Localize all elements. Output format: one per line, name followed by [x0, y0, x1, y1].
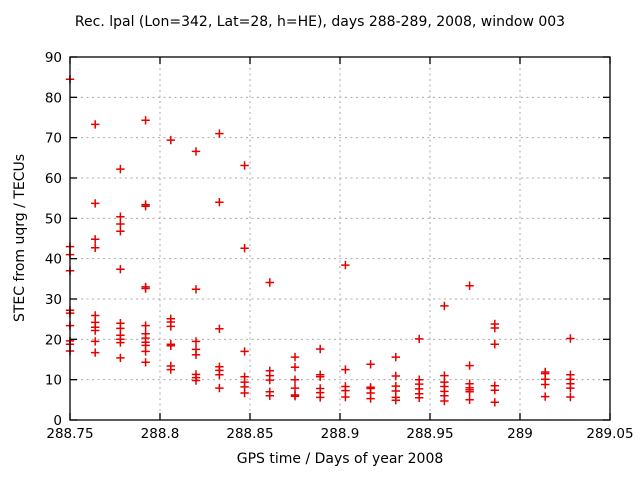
x-tick-label: 289	[507, 426, 533, 442]
x-tick-label: 288.95	[406, 426, 453, 442]
y-tick-label: 50	[45, 211, 62, 227]
y-tick-label: 80	[45, 90, 62, 106]
chart-title: Rec. lpal (Lon=342, Lat=28, h=HE), days …	[74, 14, 566, 30]
axis-ticks	[69, 56, 611, 421]
y-tick-label: 0	[53, 413, 62, 429]
y-tick-label: 60	[45, 171, 62, 187]
y-tick-label: 10	[45, 373, 62, 389]
x-tick-label: 288.9	[321, 426, 360, 442]
x-tick-label: 288.85	[226, 426, 273, 442]
x-tick-label: 288.75	[46, 426, 93, 442]
y-tick-label: 30	[45, 292, 62, 308]
x-tick-label: 288.8	[141, 426, 180, 442]
y-tick-label: 70	[45, 131, 62, 147]
y-tick-label: 20	[45, 332, 62, 348]
tick-labels: 288.75 288.8 288.85 288.9 288.95 289 289.05 0 10…	[45, 50, 634, 442]
y-tick-label: 40	[45, 252, 62, 268]
data-points	[65, 75, 575, 407]
grid-lines	[70, 57, 610, 420]
x-tick-label: 289.05	[586, 426, 633, 442]
x-axis-label: GPS time / Days of year 2008	[236, 451, 444, 467]
y-tick-label: 90	[45, 50, 62, 66]
